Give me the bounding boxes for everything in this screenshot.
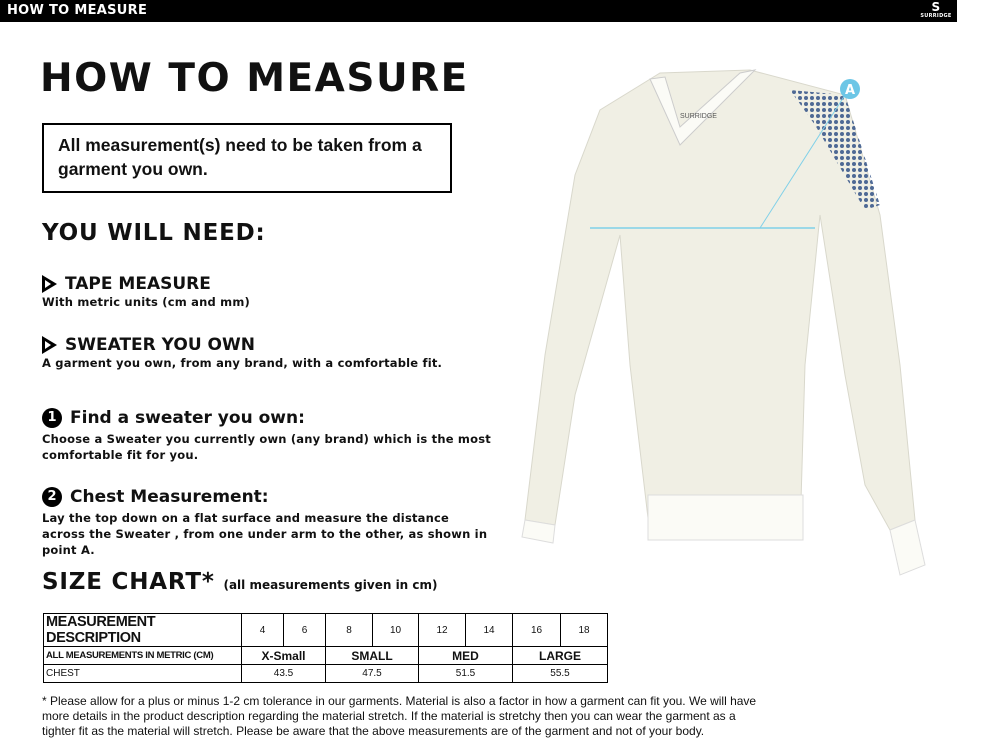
size-chart-heading: SIZE CHART* (all measurements given in c… [42, 569, 438, 595]
size-cell: 4 [241, 613, 284, 647]
table-row: CHEST 43.5 47.5 51.5 55.5 [43, 664, 608, 683]
header-cell: MEASUREMENT DESCRIPTION [43, 613, 242, 647]
size-chart-title: SIZE CHART* [42, 569, 215, 595]
step-title: Find a sweater you own: [70, 408, 305, 428]
need-title: SWEATER YOU OWN [65, 335, 255, 355]
pointer-line [759, 94, 846, 229]
chest-value-cell: 47.5 [325, 664, 419, 683]
page-title: HOW TO MEASURE [40, 56, 469, 101]
sweater-body [524, 69, 916, 536]
size-cell: 8 [325, 613, 373, 647]
need-tape-measure: TAPE MEASURE With metric units (cm and m… [42, 274, 250, 310]
sweater-diagram: SURRIDGE A [521, 69, 926, 576]
group-cell: MED [418, 646, 513, 665]
table-row: ALL MEASUREMENTS IN METRIC (CM) X-Small … [43, 646, 608, 665]
step-desc: Choose a Sweater you currently own (any … [42, 432, 491, 462]
metric-label-cell: ALL MEASUREMENTS IN METRIC (CM) [43, 646, 242, 665]
chest-value-cell: 43.5 [241, 664, 326, 683]
notice-box: All measurement(s) need to be taken from… [42, 123, 452, 193]
play-arrow-icon [42, 336, 57, 354]
chest-value-cell: 55.5 [512, 664, 608, 683]
surridge-logo: S SURRIDGE [920, 0, 952, 19]
step-number-icon: 1 [42, 408, 62, 428]
table-row: MEASUREMENT DESCRIPTION 4 6 8 10 12 14 1… [43, 613, 608, 647]
chest-label-cell: CHEST [43, 664, 242, 683]
step-number-icon: 2 [42, 487, 62, 507]
step-1: 1 Find a sweater you own: Choose a Sweate… [42, 408, 492, 463]
cuff-left [521, 519, 556, 544]
you-will-need-heading: YOU WILL NEED: [42, 220, 266, 246]
point-a-marker [840, 79, 860, 99]
size-cell: 12 [418, 613, 466, 647]
group-cell: X-Small [241, 646, 326, 665]
shoulder-pattern [790, 90, 880, 210]
chest-value-cell: 51.5 [418, 664, 513, 683]
footnote: * Please allow for a plus or minus 1-2 c… [42, 694, 757, 738]
play-arrow-icon [42, 275, 57, 293]
size-chart-table: MEASUREMENT DESCRIPTION 4 6 8 10 12 14 1… [43, 613, 608, 683]
waistband [647, 494, 804, 541]
step-title: Chest Measurement: [70, 487, 269, 507]
need-desc: A garment you own, from any brand, with … [42, 356, 443, 370]
need-sweater: SWEATER YOU OWN A garment you own, from … [42, 335, 442, 371]
top-bar: HOW TO MEASURE S SURRIDGE [0, 0, 957, 22]
need-title: TAPE MEASURE [65, 274, 211, 294]
size-cell: 14 [465, 613, 513, 647]
top-bar-title: HOW TO MEASURE [7, 3, 148, 18]
need-desc: With metric units (cm and mm) [42, 295, 250, 309]
cuff-right [889, 519, 926, 576]
size-cell: 10 [372, 613, 419, 647]
neck-label: SURRIDGE [680, 113, 717, 120]
step-desc: Lay the top down on a flat surface and m… [42, 511, 488, 557]
group-cell: SMALL [325, 646, 419, 665]
point-a-label: A [845, 83, 855, 98]
step-2: 2 Chest Measurement: Lay the top down on … [42, 487, 492, 558]
size-cell: 6 [283, 613, 326, 647]
group-cell: LARGE [512, 646, 608, 665]
size-cell: 16 [512, 613, 561, 647]
size-cell: 18 [560, 613, 608, 647]
collar [649, 69, 757, 146]
size-chart-note: (all measurements given in cm) [223, 578, 438, 592]
